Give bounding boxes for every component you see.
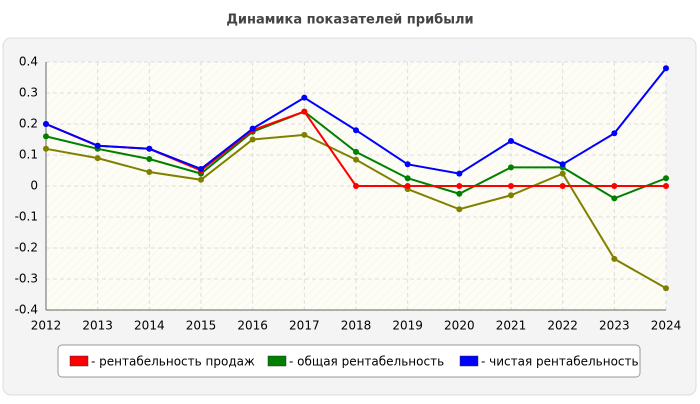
data-point — [508, 183, 514, 189]
data-point — [663, 175, 669, 182]
data-point — [198, 176, 204, 183]
data-point — [301, 108, 308, 115]
data-point — [43, 145, 49, 152]
data-point — [508, 164, 514, 171]
x-tick-label: 2015 — [186, 319, 217, 333]
data-point — [353, 156, 359, 163]
data-point — [146, 145, 153, 152]
data-point — [663, 285, 669, 292]
x-tick-label: 2020 — [444, 319, 475, 333]
data-point — [404, 175, 411, 182]
data-point — [611, 195, 618, 202]
data-point — [198, 165, 204, 172]
data-point — [146, 156, 153, 163]
x-tick-label: 2021 — [496, 319, 527, 333]
y-tick-label: 0 — [30, 179, 38, 193]
data-point — [663, 65, 669, 72]
x-tick-label: 2014 — [134, 319, 165, 333]
legend-label: - чистая рентабельность — [481, 355, 639, 369]
data-point — [249, 136, 256, 143]
y-tick-label: -0.2 — [15, 241, 38, 255]
y-tick-label: 0.3 — [19, 86, 38, 100]
y-tick-label: 0.4 — [19, 55, 38, 69]
data-point — [301, 131, 308, 138]
data-point — [611, 255, 618, 262]
x-tick-label: 2013 — [82, 319, 113, 333]
x-tick-label: 2017 — [289, 319, 320, 333]
x-tick-label: 2018 — [341, 319, 372, 333]
data-point — [508, 138, 514, 145]
data-point — [663, 183, 669, 189]
data-point — [249, 125, 256, 132]
data-point — [611, 130, 618, 137]
y-tick-label: 0.1 — [19, 148, 38, 162]
y-tick-label: -0.1 — [15, 210, 38, 224]
data-point — [611, 183, 618, 189]
data-point — [559, 170, 566, 177]
legend-label: - общая рентабельность — [289, 355, 444, 369]
data-point — [456, 170, 463, 177]
data-point — [559, 183, 566, 189]
legend-swatch — [459, 355, 479, 367]
data-point — [146, 169, 153, 176]
legend-swatch — [267, 355, 287, 367]
data-point — [43, 121, 49, 127]
y-tick-label: -0.4 — [15, 303, 38, 317]
data-point — [559, 161, 566, 168]
data-point — [301, 94, 308, 101]
chart-title: Динамика показателей прибыли — [226, 13, 473, 28]
x-tick-label: 2019 — [392, 319, 423, 333]
data-point — [353, 148, 359, 155]
data-point — [94, 155, 101, 162]
x-tick-label: 2012 — [31, 319, 62, 333]
legend-label: - рентабельность продаж — [91, 355, 255, 369]
x-tick-label: 2023 — [599, 319, 630, 333]
data-point — [353, 183, 359, 189]
data-point — [456, 183, 463, 189]
x-tick-label: 2016 — [237, 319, 268, 333]
legend — [57, 344, 641, 378]
data-point — [43, 133, 49, 140]
data-point — [508, 192, 514, 199]
x-tick-label: 2024 — [651, 319, 682, 333]
x-tick-label: 2022 — [547, 319, 578, 333]
legend-swatch — [69, 355, 89, 367]
data-point — [353, 127, 359, 134]
data-point — [94, 142, 101, 149]
y-tick-label: 0.2 — [19, 117, 38, 131]
data-point — [456, 190, 463, 197]
data-point — [404, 161, 411, 168]
y-tick-label: -0.3 — [15, 272, 38, 286]
data-point — [404, 183, 411, 189]
data-point — [456, 206, 463, 213]
